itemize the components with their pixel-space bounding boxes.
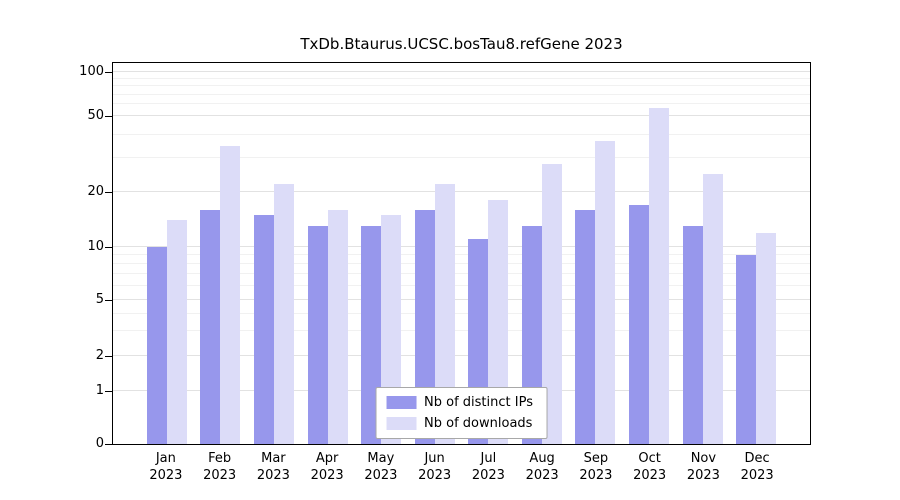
bar-downloads [220, 145, 241, 444]
bar-group-apr [301, 63, 355, 444]
legend: Nb of distinct IPs Nb of downloads [375, 387, 548, 439]
bar-downloads [648, 107, 669, 444]
gridline-minor [113, 133, 810, 135]
gridline-minor [113, 312, 810, 314]
x-tick-label: Sep 2023 [579, 451, 613, 483]
x-tick-label: Mar 2023 [256, 451, 290, 483]
gridline-minor [113, 103, 810, 105]
gridline-minor [113, 85, 810, 87]
legend-swatch-distinct-ips [386, 396, 417, 409]
legend-label-distinct-ips: Nb of distinct IPs [424, 395, 533, 410]
gridline-minor [113, 273, 810, 275]
x-tick-label: Dec 2023 [740, 451, 774, 483]
y-tick-label: 1 [95, 383, 104, 398]
y-tick-mark [105, 356, 112, 357]
bar-downloads [381, 214, 402, 444]
bar-group-nov [676, 63, 730, 444]
y-tick-mark [105, 192, 112, 193]
y-tick-label: 20 [87, 184, 104, 199]
gridline-major [113, 115, 810, 116]
x-tick-label: Oct 2023 [633, 451, 667, 483]
gridline-minor [113, 330, 810, 332]
y-tick-mark [105, 300, 112, 301]
gridline-major [113, 191, 810, 192]
gridline-minor [113, 285, 810, 287]
bar-distinct-ips [146, 247, 167, 444]
bar-distinct-ips [200, 209, 221, 444]
y-tick-mark [105, 116, 112, 117]
y-tick-label: 5 [95, 292, 104, 307]
bar-distinct-ips [253, 214, 274, 444]
bar-distinct-ips [575, 209, 596, 444]
bar-downloads [756, 232, 777, 444]
gridline-major [113, 246, 810, 247]
x-tick-label: Jun 2023 [418, 451, 452, 483]
bar-distinct-ips [682, 226, 703, 444]
bar-downloads [327, 209, 348, 444]
bar-group-dec [729, 63, 783, 444]
bars-layer [113, 63, 810, 444]
x-axis: Jan 2023 Feb 2023 Mar 2023 Apr 2023 May 2023… [112, 450, 811, 484]
bar-downloads [595, 140, 616, 444]
legend-label-downloads: Nb of downloads [424, 416, 533, 431]
bar-group-jun [408, 63, 462, 444]
y-axis: 0 1 2 5 10 20 50 100 [0, 62, 112, 451]
bar-downloads [702, 173, 723, 444]
y-tick-mark [105, 391, 112, 392]
bar-downloads [434, 184, 455, 444]
plot-area: Nb of distinct IPs Nb of downloads [112, 62, 811, 445]
y-tick-label: 100 [79, 64, 104, 79]
y-tick-label: 10 [87, 239, 104, 254]
x-tick-label: Jul 2023 [471, 451, 505, 483]
legend-swatch-downloads [386, 417, 417, 430]
chart-title: TxDb.Btaurus.UCSC.bosTau8.refGene 2023 [300, 35, 623, 53]
bar-distinct-ips [628, 204, 649, 444]
x-tick-label: Jan 2023 [149, 451, 183, 483]
bar-group-sep [569, 63, 623, 444]
y-tick-mark [105, 247, 112, 248]
gridline-minor [113, 263, 810, 265]
x-tick-label: Nov 2023 [686, 451, 720, 483]
gridline-major [113, 355, 810, 356]
legend-item-distinct-ips: Nb of distinct IPs [386, 395, 533, 410]
bar-distinct-ips [736, 255, 757, 444]
x-tick-label: Apr 2023 [310, 451, 344, 483]
bar-downloads [488, 200, 509, 444]
bar-distinct-ips [307, 226, 328, 444]
bar-group-jan [140, 63, 194, 444]
gridline-minor [113, 93, 810, 95]
x-tick-label: May 2023 [364, 451, 398, 483]
gridline-minor [113, 157, 810, 159]
bar-downloads [541, 164, 562, 444]
y-tick-label: 0 [95, 436, 104, 451]
y-tick-mark [105, 72, 112, 73]
bar-distinct-ips [414, 209, 435, 444]
legend-item-downloads: Nb of downloads [386, 416, 533, 431]
gridline-minor [113, 77, 810, 79]
x-tick-label: Aug 2023 [525, 451, 559, 483]
x-tick-label: Feb 2023 [203, 451, 237, 483]
bar-group-feb [194, 63, 248, 444]
bar-group-oct [622, 63, 676, 444]
bar-downloads [273, 184, 294, 444]
y-tick-label: 2 [95, 348, 104, 363]
bar-group-mar [247, 63, 301, 444]
gridline-major [113, 71, 810, 72]
y-tick-label: 50 [87, 108, 104, 123]
gridline-major [113, 299, 810, 300]
bar-downloads [166, 220, 187, 444]
gridline-minor [113, 254, 810, 256]
y-tick-mark [105, 444, 112, 445]
